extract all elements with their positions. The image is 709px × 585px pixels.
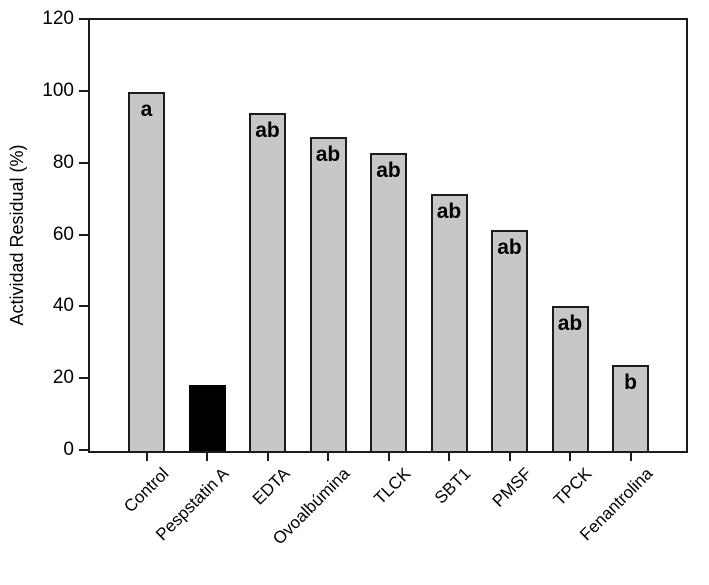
bar-7: ab xyxy=(491,230,528,451)
bar-3: ab xyxy=(249,113,286,451)
x-tick-mark xyxy=(327,453,329,461)
x-tick-mark xyxy=(266,453,269,461)
x-category-label: TPCK xyxy=(549,464,596,510)
significance-label: ab xyxy=(557,312,583,335)
significance-label: ab xyxy=(497,236,522,259)
x-category-label: Control xyxy=(119,464,172,517)
x-tick-mark xyxy=(206,453,208,461)
y-tick-mark xyxy=(79,233,88,236)
y-tick-label: 60 xyxy=(52,223,74,245)
x-category-label: Pespstatin A xyxy=(152,464,233,545)
significance-label: ab xyxy=(315,143,341,166)
x-category-label: Ovoalbúmina xyxy=(269,464,354,549)
y-tick-label: 40 xyxy=(52,295,74,317)
significance-label: b xyxy=(624,371,637,394)
bar-9: b xyxy=(612,365,649,451)
y-tick-mark xyxy=(79,377,88,380)
bar-8: ab xyxy=(551,306,589,451)
x-tick-mark xyxy=(508,453,511,461)
y-tick-label: 120 xyxy=(42,8,74,29)
y-tick-label: 80 xyxy=(52,151,74,173)
significance-label: a xyxy=(140,98,153,121)
y-tick-mark xyxy=(79,161,88,164)
x-category-label: PMSF xyxy=(488,464,535,511)
plot-area: a ab ab ab ab ab ab b xyxy=(88,18,688,453)
x-category-label: EDTA xyxy=(248,464,293,509)
x-category-label: TLCK xyxy=(369,464,414,509)
significance-label: ab xyxy=(255,119,280,142)
x-tick-mark xyxy=(629,453,632,461)
x-tick-mark xyxy=(569,453,571,461)
significance-label: ab xyxy=(436,200,462,223)
x-tick-mark xyxy=(387,453,390,461)
y-tick-label: 0 xyxy=(63,439,74,460)
bar-1: a xyxy=(128,92,165,451)
bar-4: ab xyxy=(309,137,347,451)
y-tick-mark xyxy=(79,18,88,20)
bar-2 xyxy=(188,385,226,451)
x-category-label: SBT1 xyxy=(430,464,475,508)
y-tick-label: 20 xyxy=(52,367,74,389)
y-tick-mark xyxy=(79,305,88,308)
y-tick-mark xyxy=(79,89,88,92)
x-category-label: Fenantrolina xyxy=(575,464,656,545)
y-tick-label: 100 xyxy=(42,79,74,101)
y-tick-mark xyxy=(79,449,88,451)
bar-6: ab xyxy=(430,194,468,451)
x-tick-mark xyxy=(145,453,148,461)
x-tick-mark xyxy=(448,453,450,461)
significance-label: ab xyxy=(376,159,401,182)
bar-5: ab xyxy=(370,153,407,451)
